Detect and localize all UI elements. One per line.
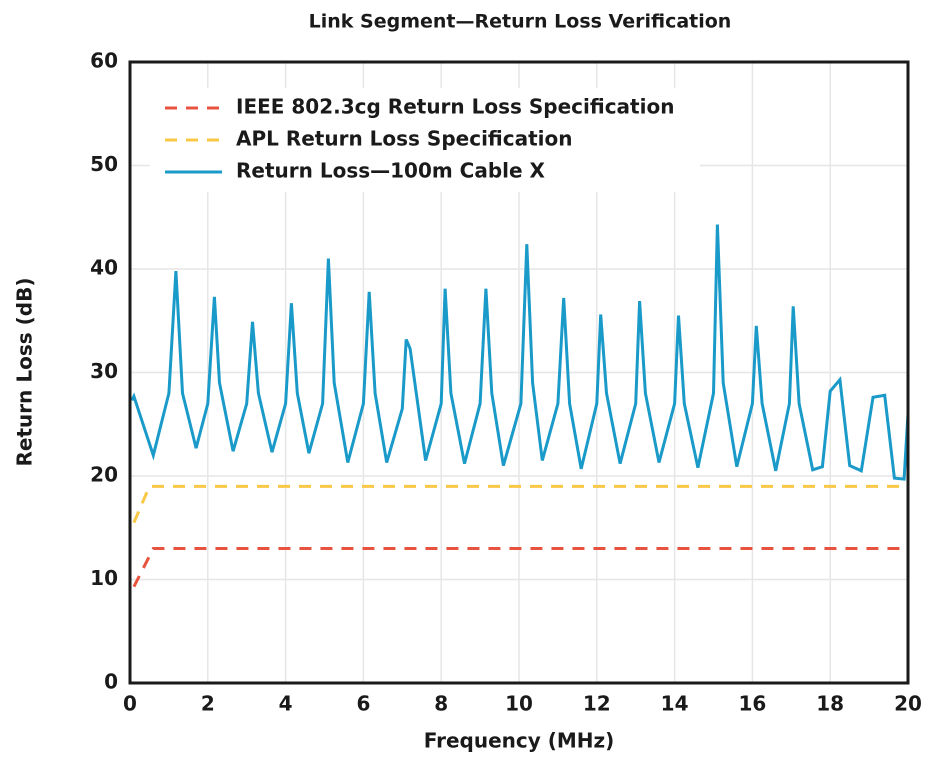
plot-frame [128, 60, 910, 685]
x-tick-label: 0 [123, 692, 137, 716]
x-tick-label: 2 [201, 692, 215, 716]
y-tick-label: 10 [90, 566, 118, 590]
y-tick-label: 20 [90, 463, 118, 487]
series-line [130, 224, 910, 481]
legend-label: Return Loss—100m Cable X [236, 159, 546, 183]
y-tick-label: 60 [90, 49, 118, 73]
y-tick-label: 50 [90, 152, 118, 176]
series-line [132, 484, 908, 524]
x-tick-label: 6 [356, 692, 370, 716]
y-axis-label: Return Loss (dB) [13, 278, 37, 467]
x-tick-label: 10 [505, 692, 533, 716]
x-tick-label: 20 [894, 692, 922, 716]
y-tick-label: 0 [104, 670, 118, 694]
legend-label: IEEE 802.3cg Return Loss Specification [236, 95, 674, 119]
x-axis-label: Frequency (MHz) [424, 729, 615, 753]
x-tick-label: 4 [279, 692, 293, 716]
y-tick-label: 30 [90, 359, 118, 383]
legend-label: APL Return Loss Specification [236, 127, 573, 151]
x-tick-label: 18 [816, 692, 844, 716]
legend-box [150, 88, 700, 192]
x-tick-label: 14 [661, 692, 689, 716]
x-tick-label: 16 [738, 692, 766, 716]
chart-title: Link Segment—Return Loss Verification [309, 11, 732, 33]
y-tick-label: 40 [90, 256, 118, 280]
series-line [132, 547, 908, 588]
x-tick-label: 12 [583, 692, 611, 716]
x-tick-label: 8 [434, 692, 448, 716]
